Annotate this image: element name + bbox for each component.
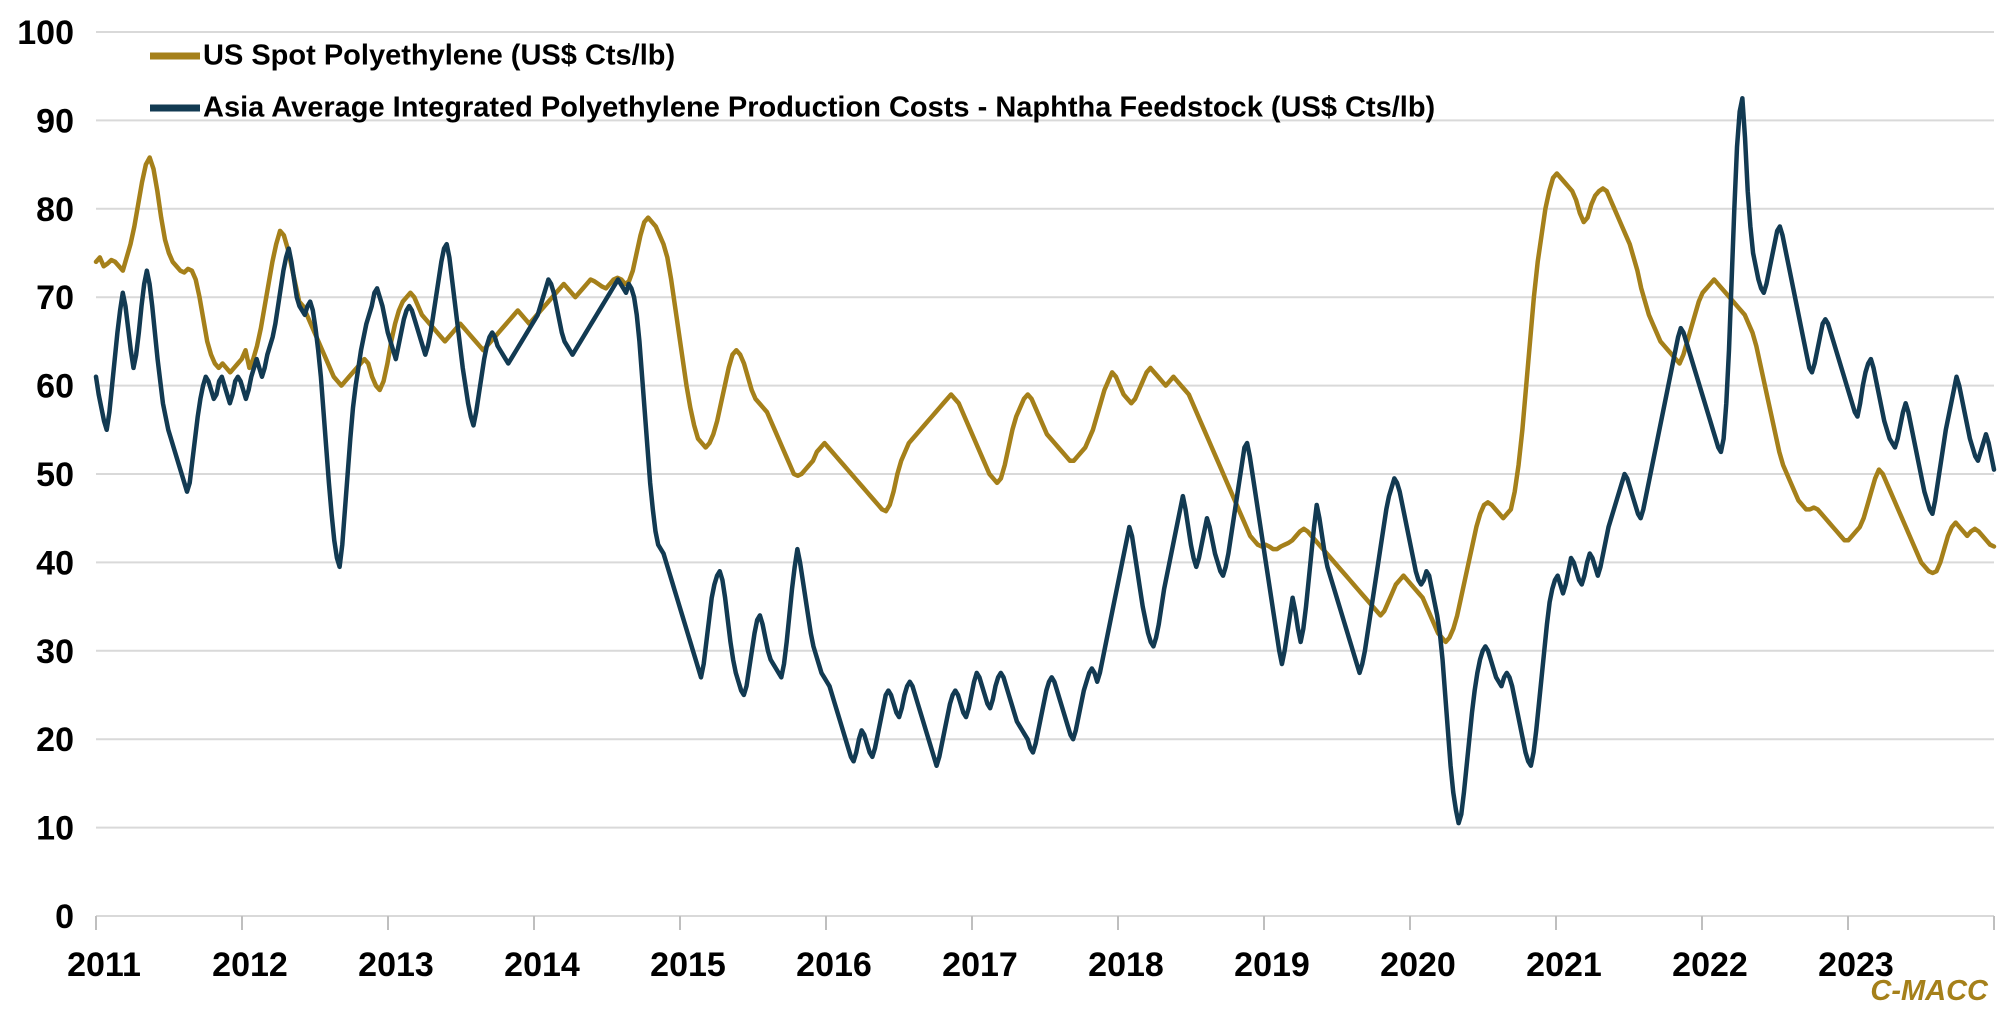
y-tick-label: 40 [36, 544, 74, 582]
y-tick-label: 60 [36, 368, 74, 406]
y-axis-tick-labels: 0 10 20 30 40 50 60 70 80 90 100 [17, 14, 74, 936]
x-tick-label: 2012 [212, 946, 288, 984]
x-tick-label: 2022 [1672, 946, 1748, 984]
y-tick-label: 30 [36, 633, 74, 671]
series-line-1 [93, 155, 1997, 645]
series-lines [93, 96, 1997, 826]
x-tick-label: 2011 [67, 946, 141, 984]
y-tick-label: 70 [36, 279, 74, 317]
x-tick-label: 2014 [504, 946, 580, 984]
x-tick-label: 2015 [650, 946, 726, 984]
y-tick-label: 90 [36, 102, 74, 140]
watermark-label: C-MACC [1870, 975, 1989, 1007]
y-tick-label: 20 [36, 721, 74, 759]
y-tick-label: 0 [55, 898, 74, 936]
x-tick-label: 2018 [1088, 946, 1164, 984]
axis-lines [95, 915, 1995, 930]
series-line-2 [93, 96, 1997, 826]
x-tick-label: 2016 [796, 946, 872, 984]
legend-label-1: US Spot Polyethylene (US$ Cts/lb) [203, 40, 675, 72]
y-tick-label: 80 [36, 191, 74, 229]
legend-label-2: Asia Average Integrated Polyethylene Pro… [203, 92, 1435, 124]
y-tick-label: 10 [36, 810, 74, 848]
y-tick-label: 100 [17, 14, 74, 52]
legend: US Spot Polyethylene (US$ Cts/lb) Asia Av… [150, 40, 1435, 124]
x-tick-label: 2013 [358, 946, 434, 984]
x-axis-tick-labels: 2011 2012 2013 2014 2015 2016 2017 2018 2019 2020… [67, 946, 1894, 984]
x-tick-label: 2017 [942, 946, 1018, 984]
y-tick-label: 50 [36, 456, 74, 494]
x-tick-label: 2021 [1526, 946, 1602, 984]
x-tick-label: 2019 [1234, 946, 1310, 984]
x-tick-label: 2020 [1380, 946, 1456, 984]
x-tick-label: 2023 [1818, 946, 1894, 984]
gridlines [96, 31, 1994, 917]
